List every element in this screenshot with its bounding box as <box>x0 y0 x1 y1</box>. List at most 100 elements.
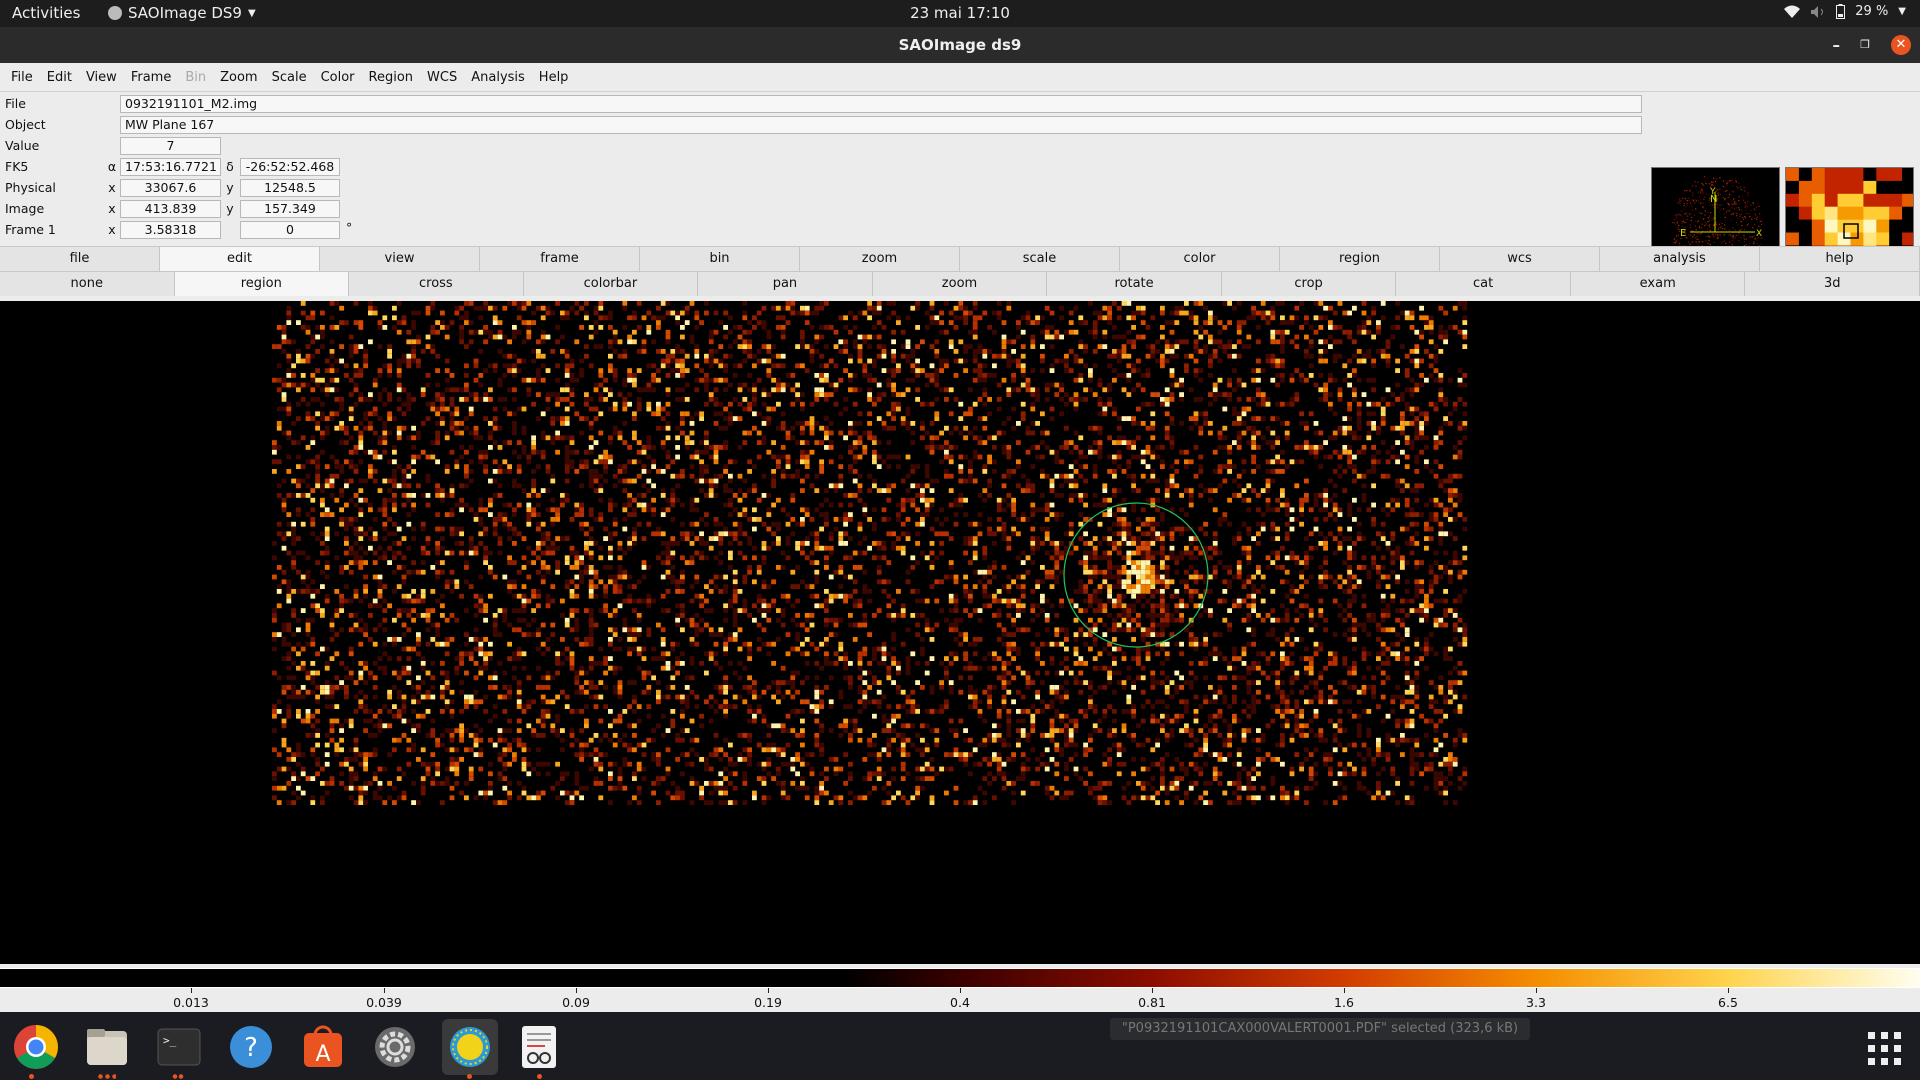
ds9-icon[interactable] <box>442 1019 498 1075</box>
physical-y-field: 12548.5 <box>240 179 340 197</box>
running-indicator <box>537 1074 542 1079</box>
image-y-field: 157.349 <box>240 200 340 218</box>
mode-region-button[interactable]: region <box>174 272 350 296</box>
menu-frame[interactable]: Frame <box>130 69 172 85</box>
menu-zoom[interactable]: Zoom <box>220 69 258 85</box>
settings-icon[interactable] <box>370 1022 420 1072</box>
file-field: 0932191101_M2.img <box>120 95 1642 113</box>
mode-rotate-button[interactable]: rotate <box>1047 272 1222 296</box>
colorbar-tick <box>960 988 961 993</box>
magnifier-cursor-box <box>1843 223 1859 239</box>
image-frame[interactable] <box>0 301 1920 964</box>
panner-x-label: X <box>1756 229 1762 239</box>
object-label: Object <box>5 117 46 132</box>
mode-exam-button[interactable]: exam <box>1571 272 1746 296</box>
mode-cat-button[interactable]: cat <box>1396 272 1571 296</box>
y-symbol: y <box>226 201 234 216</box>
colorbar-tick-label: 0.81 <box>1138 995 1166 1010</box>
colorbar-tick-label: 0.039 <box>366 995 402 1010</box>
x-symbol: x <box>108 222 116 237</box>
colorbar-tick-label: 0.09 <box>562 995 590 1010</box>
gnome-top-bar: Activities SAOImage DS9 ▼ 23 mai 17:10 2… <box>0 0 1920 27</box>
colorbar-tick <box>576 988 577 993</box>
document-viewer-icon[interactable] <box>514 1022 564 1072</box>
y-symbol: y <box>226 180 234 195</box>
activities-button[interactable]: Activities <box>12 4 81 22</box>
buttonbar-wcs-button[interactable]: wcs <box>1440 247 1600 271</box>
app-menu-label: SAOImage DS9 <box>128 4 242 22</box>
show-applications-icon[interactable] <box>1868 1032 1902 1066</box>
delta-symbol: δ <box>226 159 234 174</box>
chrome-icon[interactable] <box>11 1022 61 1072</box>
help-icon[interactable]: ? <box>226 1022 276 1072</box>
colorbar-tick-label: 0.013 <box>173 995 209 1010</box>
software-icon[interactable]: A <box>298 1022 348 1072</box>
app-menu-icon <box>108 6 122 20</box>
mode-zoom-button[interactable]: zoom <box>873 272 1048 296</box>
menu-edit[interactable]: Edit <box>46 69 72 85</box>
menu-help[interactable]: Help <box>538 69 569 85</box>
maximize-icon: ❐ <box>1860 38 1870 51</box>
fk5-label: FK5 <box>5 159 29 174</box>
colorbar-tick <box>1536 988 1537 993</box>
files-icon[interactable] <box>82 1022 132 1072</box>
buttonbar-help-button[interactable]: help <box>1760 247 1920 271</box>
menu-wcs[interactable]: WCS <box>427 69 458 85</box>
menu-scale[interactable]: Scale <box>271 69 307 85</box>
buttonbar-edit-button[interactable]: edit <box>160 247 320 271</box>
buttonbar-analysis-button[interactable]: analysis <box>1600 247 1760 271</box>
frame-zoom-field: 3.58318 <box>120 221 221 239</box>
menu-analysis[interactable]: Analysis <box>471 69 525 85</box>
close-icon: ✕ <box>1891 35 1911 55</box>
running-indicator <box>467 1074 472 1079</box>
colorbar-gradient[interactable] <box>0 968 1920 988</box>
minimize-icon: – <box>1832 36 1841 54</box>
buttonbar-frame-button[interactable]: frame <box>480 247 640 271</box>
battery-icon <box>1836 4 1846 19</box>
circle-region[interactable] <box>1063 502 1209 648</box>
buttonbar-region-button[interactable]: region <box>1280 247 1440 271</box>
menu-bar: File Edit View Frame Bin Zoom Scale Color Region… <box>0 63 1920 92</box>
minimize-button[interactable]: – <box>1833 27 1841 63</box>
buttonbar-bin-button[interactable]: bin <box>640 247 800 271</box>
image-x-field: 413.839 <box>120 200 221 218</box>
menu-region[interactable]: Region <box>368 69 414 85</box>
mode-3d-button[interactable]: 3d <box>1745 272 1920 296</box>
fk5-alpha-field: 17:53:16.7721 <box>120 158 221 176</box>
file-label: File <box>5 96 26 111</box>
colorbar-tick <box>768 988 769 993</box>
battery-percentage: 29 % <box>1855 4 1889 19</box>
mode-cross-button[interactable]: cross <box>349 272 524 296</box>
running-indicator <box>29 1074 34 1079</box>
maximize-button[interactable]: ❐ <box>1860 27 1870 63</box>
object-field: MW Plane 167 <box>120 116 1642 134</box>
colorbar-tick-label: 6.5 <box>1718 995 1738 1010</box>
value-field: 7 <box>120 137 221 155</box>
app-menu[interactable]: SAOImage DS9 ▼ <box>108 4 256 22</box>
buttonbar-file-button[interactable]: file <box>0 247 160 271</box>
wifi-icon <box>1784 5 1801 18</box>
menu-view[interactable]: View <box>85 69 117 85</box>
colorbar-tick-label: 3.3 <box>1526 995 1546 1010</box>
buttonbar-scale-button[interactable]: scale <box>960 247 1120 271</box>
menu-file[interactable]: File <box>11 69 33 85</box>
colorbar-tick <box>1152 988 1153 993</box>
mode-crop-button[interactable]: crop <box>1222 272 1397 296</box>
panner-east-label: E <box>1680 228 1686 239</box>
menu-color[interactable]: Color <box>320 69 355 85</box>
system-status-area[interactable]: 29 % ▼ <box>1784 4 1906 19</box>
menu-bin[interactable]: Bin <box>185 69 207 85</box>
colorbar[interactable]: 0.013 0.039 0.09 0.19 0.4 0.81 1.6 3.3 6.5 <box>0 964 1920 1012</box>
buttonbar-color-button[interactable]: color <box>1120 247 1280 271</box>
terminal-icon[interactable]: >_ <box>154 1022 204 1072</box>
close-button[interactable]: ✕ <box>1891 27 1911 63</box>
buttonbar-view-button[interactable]: view <box>320 247 480 271</box>
buttonbar-zoom-button[interactable]: zoom <box>800 247 960 271</box>
physical-x-field: 33067.6 <box>120 179 221 197</box>
clock[interactable]: 23 mai 17:10 <box>910 4 1010 22</box>
mode-none-button[interactable]: none <box>0 272 175 296</box>
colorbar-tick-label: 0.4 <box>950 995 970 1010</box>
running-indicator <box>97 1074 116 1079</box>
mode-pan-button[interactable]: pan <box>698 272 873 296</box>
mode-colorbar-button[interactable]: colorbar <box>524 272 699 296</box>
